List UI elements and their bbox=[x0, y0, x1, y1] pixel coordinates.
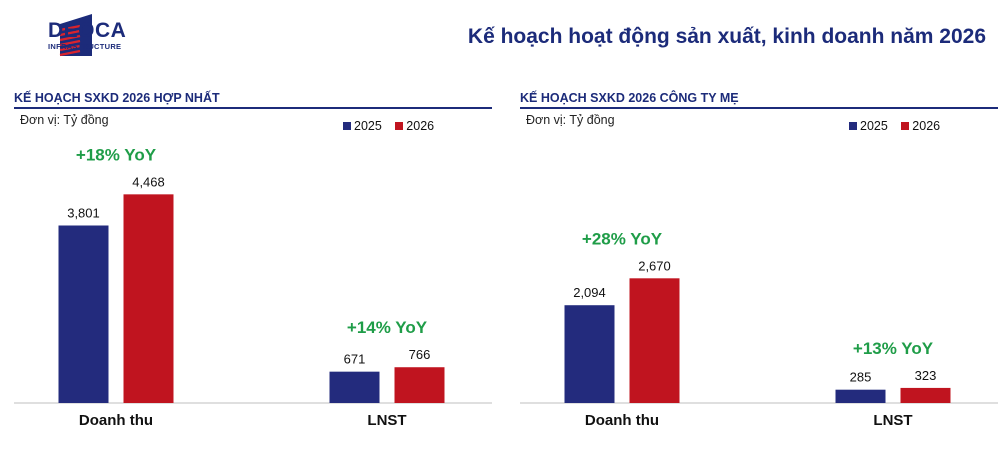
legend-item-2025: 2025 bbox=[343, 119, 382, 133]
legend-item-2026: 2026 bbox=[395, 119, 434, 133]
data-label: 2,670 bbox=[638, 258, 671, 273]
chart-title: KẾ HOẠCH SXKD 2026 CÔNG TY MẸ bbox=[520, 91, 739, 105]
bar-2025-profit bbox=[835, 389, 886, 403]
legend-swatch-2025 bbox=[343, 122, 351, 130]
category-label: LNST bbox=[367, 412, 406, 429]
data-label: 285 bbox=[850, 370, 872, 385]
yoy-annotation: +13% YoY bbox=[853, 339, 934, 358]
bar-chart-parent-company: 2,094 2,670 Doanh thu +28% YoY 285 323 LNST +13… bbox=[520, 229, 998, 429]
page-title: Kế hoạch hoạt động sản xuất, kinh doanh … bbox=[467, 25, 986, 48]
data-label: 671 bbox=[344, 352, 366, 367]
yoy-annotation: +18% YoY bbox=[76, 145, 157, 164]
deoca-logo-icon bbox=[59, 14, 92, 57]
bar-2026-profit bbox=[394, 367, 445, 403]
chart-panel-consolidated: KẾ HOẠCH SXKD 2026 HỢP NHẤT Đơn vị: Tỷ đ… bbox=[14, 86, 492, 441]
bar-2025-revenue bbox=[564, 305, 615, 403]
category-label: LNST bbox=[873, 412, 912, 429]
legend: 2025 2026 bbox=[849, 119, 950, 133]
bar-2026-revenue bbox=[123, 194, 174, 403]
legend-swatch-2026 bbox=[395, 122, 404, 130]
category-label: Doanh thu bbox=[585, 412, 659, 429]
title-divider bbox=[14, 107, 492, 109]
legend-label: 2025 bbox=[354, 119, 382, 133]
data-label: 2,094 bbox=[573, 285, 606, 300]
legend-label: 2026 bbox=[406, 119, 435, 133]
yoy-annotation: +28% YoY bbox=[582, 229, 663, 248]
chart-title: KẾ HOẠCH SXKD 2026 HỢP NHẤT bbox=[14, 91, 220, 105]
bar-chart-consolidated: 3,801 4,468 Doanh thu +18% YoY 671 766 LNST +14… bbox=[14, 145, 492, 429]
data-label: 4,468 bbox=[132, 174, 165, 189]
bar-2026-revenue bbox=[629, 278, 680, 403]
title-divider bbox=[520, 107, 998, 109]
legend-item-2026: 2026 bbox=[901, 119, 940, 133]
legend-swatch-2026 bbox=[901, 122, 910, 130]
bar-2026-profit bbox=[900, 387, 951, 403]
brand-name: DEOCA bbox=[48, 19, 127, 42]
bar-2025-profit bbox=[329, 371, 380, 403]
bar-2025-revenue bbox=[58, 225, 109, 403]
unit-label: Đơn vị: Tỷ đồng bbox=[20, 113, 109, 127]
legend-swatch-2025 bbox=[849, 122, 857, 130]
legend-item-2025: 2025 bbox=[849, 119, 888, 133]
data-label: 766 bbox=[409, 347, 431, 362]
data-label: 323 bbox=[915, 368, 937, 383]
unit-label: Đơn vị: Tỷ đồng bbox=[526, 113, 615, 127]
data-label: 3,801 bbox=[67, 205, 100, 220]
yoy-annotation: +14% YoY bbox=[347, 318, 428, 337]
chart-panel-parent-company: KẾ HOẠCH SXKD 2026 CÔNG TY MẸ Đơn vị: Tỷ… bbox=[520, 86, 998, 441]
legend: 2025 2026 bbox=[343, 119, 444, 133]
brand-subtitle: INFRASTRUCTURE bbox=[48, 42, 122, 51]
legend-label: 2025 bbox=[860, 119, 888, 133]
category-label: Doanh thu bbox=[79, 412, 153, 429]
legend-label: 2026 bbox=[912, 119, 941, 133]
